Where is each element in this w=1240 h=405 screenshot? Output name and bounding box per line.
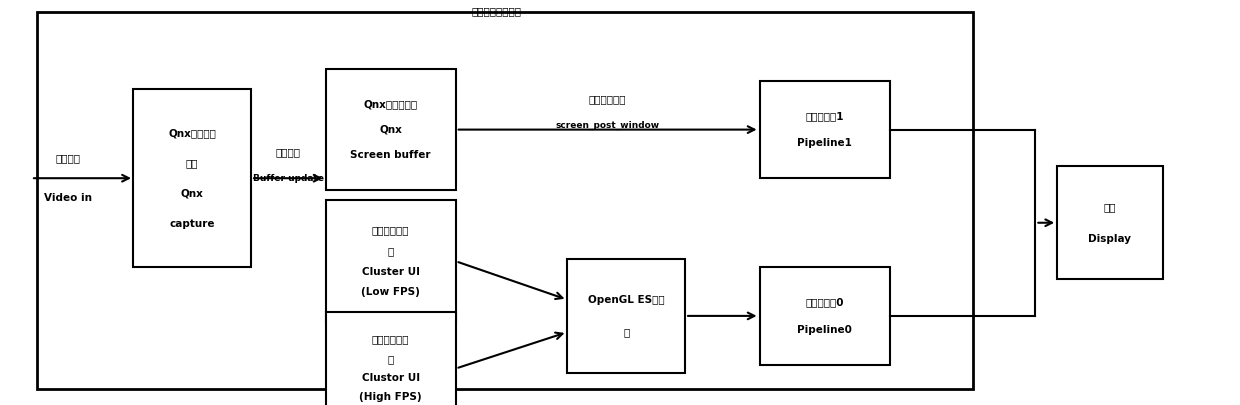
Bar bbox=[37, 12, 973, 389]
Text: (Low FPS): (Low FPS) bbox=[361, 287, 420, 297]
Text: Cluster UI: Cluster UI bbox=[362, 266, 419, 277]
Text: Pipeline1: Pipeline1 bbox=[797, 139, 852, 148]
Text: 低帧率仪表界: 低帧率仪表界 bbox=[372, 225, 409, 235]
Text: OpenGL ES图形: OpenGL ES图形 bbox=[588, 295, 665, 305]
Bar bbox=[325, 312, 456, 405]
Text: Video in: Video in bbox=[45, 194, 92, 203]
Bar bbox=[759, 267, 890, 364]
Bar bbox=[134, 89, 250, 267]
Text: Qnx系统读取: Qnx系统读取 bbox=[169, 128, 216, 138]
Text: 硬件显示层1: 硬件显示层1 bbox=[805, 111, 844, 121]
Text: Qnx: Qnx bbox=[379, 125, 402, 134]
Bar bbox=[759, 81, 890, 178]
Text: Display: Display bbox=[1089, 234, 1131, 244]
Text: 数据更新: 数据更新 bbox=[275, 147, 301, 157]
Text: Qnx: Qnx bbox=[181, 188, 203, 198]
Text: 图像叠加显示方法: 图像叠加显示方法 bbox=[471, 6, 521, 16]
Text: 视频: 视频 bbox=[186, 158, 198, 168]
Bar bbox=[1058, 166, 1163, 279]
Text: 硬件显示层0: 硬件显示层0 bbox=[805, 297, 844, 307]
Text: 面: 面 bbox=[387, 354, 394, 364]
Text: 提交窗口图层: 提交窗口图层 bbox=[589, 94, 626, 104]
Text: 屏幕: 屏幕 bbox=[1104, 202, 1116, 212]
Text: 库: 库 bbox=[622, 327, 630, 337]
Text: Pipeline0: Pipeline0 bbox=[797, 325, 852, 335]
Bar bbox=[325, 200, 456, 322]
Text: capture: capture bbox=[170, 219, 215, 229]
Text: Qnx颜色缓冲区: Qnx颜色缓冲区 bbox=[363, 99, 418, 109]
Text: 视频输入: 视频输入 bbox=[56, 153, 81, 163]
Bar bbox=[568, 259, 684, 373]
Text: screen_post_window: screen_post_window bbox=[556, 121, 660, 130]
Text: (High FPS): (High FPS) bbox=[360, 392, 422, 403]
Text: Clustor UI: Clustor UI bbox=[362, 373, 419, 383]
Text: Buffer update: Buffer update bbox=[253, 174, 324, 183]
Bar bbox=[325, 69, 456, 190]
Text: 面: 面 bbox=[387, 246, 394, 256]
Text: Screen buffer: Screen buffer bbox=[351, 150, 430, 160]
Text: 高帧率仪表界: 高帧率仪表界 bbox=[372, 335, 409, 345]
